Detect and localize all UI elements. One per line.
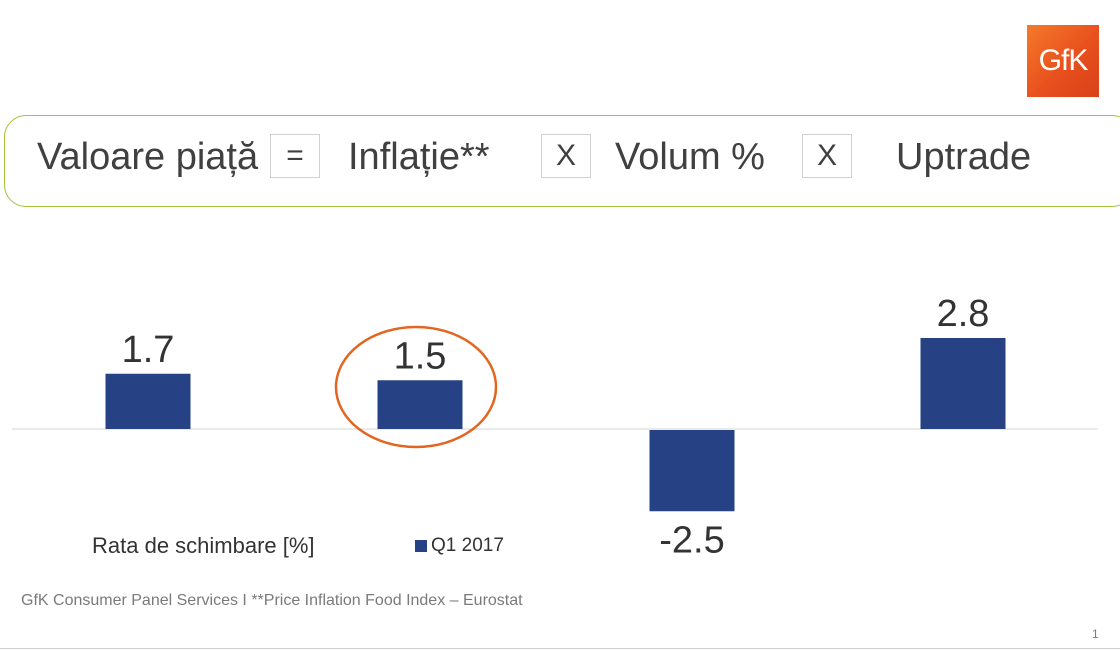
bar-4 [920, 338, 1006, 429]
data-label-1: 1.7 [122, 329, 175, 371]
term-uptrade: Uptrade [896, 136, 1032, 178]
bar-1 [105, 373, 191, 429]
data-label-2: 1.5 [394, 335, 447, 377]
gfk-logo: GfK [1027, 25, 1099, 97]
operator-multiply-1: X [541, 134, 591, 178]
bottom-rule [0, 648, 1120, 649]
data-label-4: 2.8 [937, 293, 990, 335]
legend: Q1 2017 [415, 535, 504, 557]
operator-multiply-2: X [802, 134, 852, 178]
data-label-3: -2.5 [659, 519, 724, 561]
highlight-ellipse [334, 325, 498, 449]
term-valoare-piata: Valoare piață [37, 136, 259, 178]
chart-title: Rata de schimbare [%] [92, 533, 315, 558]
footer-source: GfK Consumer Panel Services I **Price In… [21, 592, 523, 609]
svg-text:GfK: GfK [1039, 44, 1089, 77]
page-number: 1 [1092, 627, 1099, 641]
bar-3 [649, 430, 735, 512]
formula-box [4, 115, 1120, 207]
term-inflatie: Inflație** [348, 136, 490, 178]
bar-2 [377, 380, 463, 429]
term-volum: Volum % [615, 136, 765, 178]
legend-label: Q1 2017 [431, 535, 504, 556]
operator-equals: = [270, 134, 320, 178]
legend-swatch [415, 540, 427, 552]
